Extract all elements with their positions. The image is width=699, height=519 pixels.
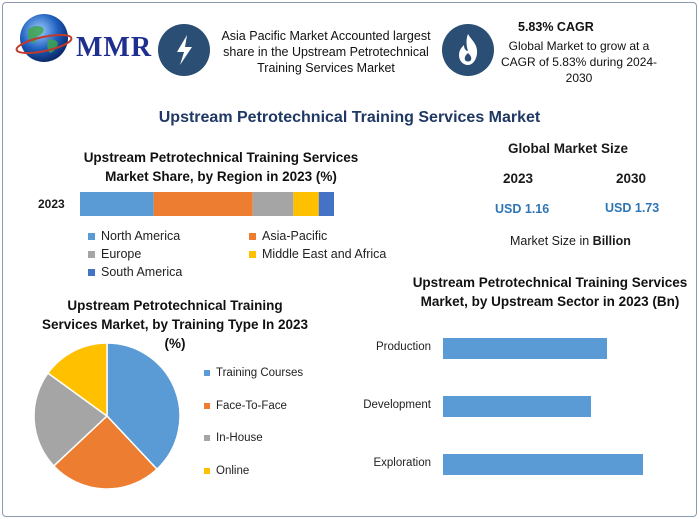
legend-label: Online xyxy=(216,465,250,477)
market-size-unit: Market Size in Billion xyxy=(510,234,631,248)
region-segment-south-america xyxy=(318,192,334,216)
legend-label: In-House xyxy=(216,432,263,444)
legend-item-asia-pacific: Asia-Pacific xyxy=(249,229,327,243)
pie-legend-item-face-to-face: Face-To-Face xyxy=(204,400,287,412)
legend-label: Asia-Pacific xyxy=(262,229,328,243)
legend-item-middle-east-and-africa: Middle East and Africa xyxy=(249,247,386,261)
sector-bar-production xyxy=(443,338,607,359)
region-segment-europe xyxy=(252,192,294,216)
region-bar-year-label: 2023 xyxy=(38,197,65,211)
sector-bar-development xyxy=(443,396,591,417)
legend-swatch xyxy=(204,435,210,441)
pie-legend-item-in-house: In-House xyxy=(204,432,263,444)
legend-label: North America xyxy=(101,229,181,243)
sector-label-production: Production xyxy=(376,341,431,353)
legend-swatch xyxy=(88,250,95,258)
legend-swatch xyxy=(249,232,256,240)
market-size-unit-prefix: Market Size in xyxy=(510,234,593,248)
fact-asia-pacific: Asia Pacific Market Accounted largest sh… xyxy=(221,29,431,75)
cagr-title: 5.83% CAGR xyxy=(518,20,594,34)
legend-label: Europe xyxy=(101,247,142,261)
sector-label-development: Development xyxy=(363,399,431,411)
legend-swatch xyxy=(88,232,95,240)
training-type-chart-title: Upstream Petrotechnical Training Service… xyxy=(41,298,309,351)
main-title: Upstream Petrotechnical Training Service… xyxy=(158,109,541,126)
legend-item-europe: Europe xyxy=(88,247,141,261)
legend-label: Training Courses xyxy=(216,367,304,379)
pie-legend-item-online: Online xyxy=(204,465,249,477)
legend-swatch xyxy=(88,268,95,276)
legend-label: Face-To-Face xyxy=(216,400,287,412)
flame-icon xyxy=(442,24,494,76)
sector-bar-chart xyxy=(443,338,643,475)
region-chart-title: Upstream Petrotechnical Training Service… xyxy=(83,150,359,184)
region-segment-asia-pacific xyxy=(153,192,253,216)
sector-bar-exploration xyxy=(443,454,643,475)
pie-slice-face-to-face xyxy=(52,414,159,490)
legend-label: Middle East and Africa xyxy=(262,247,387,261)
sector-label-exploration: Exploration xyxy=(373,457,431,469)
legend-item-south-america: South America xyxy=(88,265,182,279)
globe-icon xyxy=(15,14,73,62)
legend-swatch xyxy=(204,468,210,474)
cagr-text: Global Market to grow at a CAGR of 5.83%… xyxy=(500,39,658,85)
year-2023-label: 2023 xyxy=(503,171,534,186)
region-segment-middle-east-and-africa xyxy=(293,192,319,216)
brand-logo: MMR xyxy=(14,10,151,70)
legend-swatch xyxy=(204,370,210,376)
global-market-size-title: Global Market Size xyxy=(508,141,629,156)
legend-item-north-america: North America xyxy=(88,229,180,243)
pie-slice-online xyxy=(46,342,108,418)
logo-text: MMR xyxy=(76,32,153,63)
training-type-pie xyxy=(33,342,181,490)
lightning-icon xyxy=(158,24,210,76)
legend-swatch xyxy=(249,250,256,258)
market-size-2030: USD 1.73 xyxy=(605,201,660,215)
pie-slice-in-house xyxy=(33,372,109,468)
market-size-2023: USD 1.16 xyxy=(495,202,550,216)
pie-slice-training-courses xyxy=(106,342,181,471)
year-2030-label: 2030 xyxy=(616,171,647,186)
legend-swatch xyxy=(204,403,210,409)
pie-legend-item-training-courses: Training Courses xyxy=(204,367,303,379)
sector-chart-title: Upstream Petrotechnical Training Service… xyxy=(412,275,688,309)
market-size-unit-bold: Billion xyxy=(592,234,631,248)
region-stacked-bar xyxy=(80,192,334,216)
legend-label: South America xyxy=(101,265,183,279)
region-segment-north-america xyxy=(80,192,154,216)
